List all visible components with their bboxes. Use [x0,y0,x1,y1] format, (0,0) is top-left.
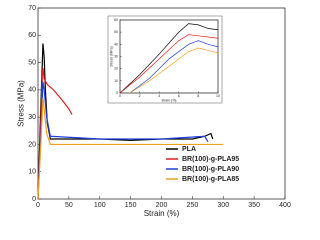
y-tick-label: 40 [28,87,36,94]
x-tick-label: 0 [36,202,40,209]
x-tick-label: 350 [248,202,260,209]
series-line [119,34,219,94]
y-tick-label: 60 [114,18,118,22]
x-tick-label: 200 [156,202,168,209]
legend-label: BR(100)-g-PLA90 [182,166,239,173]
series-line [37,67,73,200]
y-tick-label: 30 [28,114,36,121]
series-line [119,23,219,94]
y-tick-label: 50 [28,59,36,66]
series-line [129,47,219,94]
x-tick-label: 4 [158,94,160,98]
x-tick-label: 8 [197,94,199,98]
legend-label: BR(100)-g-PLA95 [182,156,239,163]
x-axis-label: strain (%) [162,98,177,102]
y-axis-label: Stress (MPa) [16,80,25,127]
y-tick-label: 70 [28,5,36,12]
y-tick-label: 20 [114,67,118,71]
x-tick-label: 250 [187,202,199,209]
y-tick-label: 40 [114,42,118,46]
y-tick-label: 50 [114,30,118,34]
y-tick-label: 0 [116,91,118,95]
x-tick-label: 300 [217,202,229,209]
y-tick-label: 10 [114,79,118,83]
x-tick-label: 0 [119,94,121,98]
y-tick-label: 10 [28,169,36,176]
legend-label: BR(100)-g-PLA85 [182,176,239,183]
y-axis-label: Stress (MPa) [110,46,114,66]
series-line [37,97,224,200]
series-line [129,40,219,94]
x-tick-label: 2 [139,94,141,98]
x-tick-label: 400 [279,202,291,209]
y-tick-label: 60 [28,32,36,39]
x-tick-label: 150 [125,202,137,209]
x-tick-label: 10 [216,94,220,98]
legend-label: PLA [182,146,196,153]
chart: 0 50 100 150 200 250 300 350 400010203040506070S… [16,5,291,218]
x-tick-label: 6 [178,94,180,98]
y-tick-label: 20 [28,141,36,148]
x-axis-label: Strain (%) [144,209,180,218]
y-tick-label: 0 [32,196,36,203]
x-tick-label: 50 [65,202,73,209]
inset-background [107,15,223,104]
y-tick-label: 30 [114,54,118,58]
series-line [37,43,214,200]
x-tick-label: 100 [94,202,106,209]
